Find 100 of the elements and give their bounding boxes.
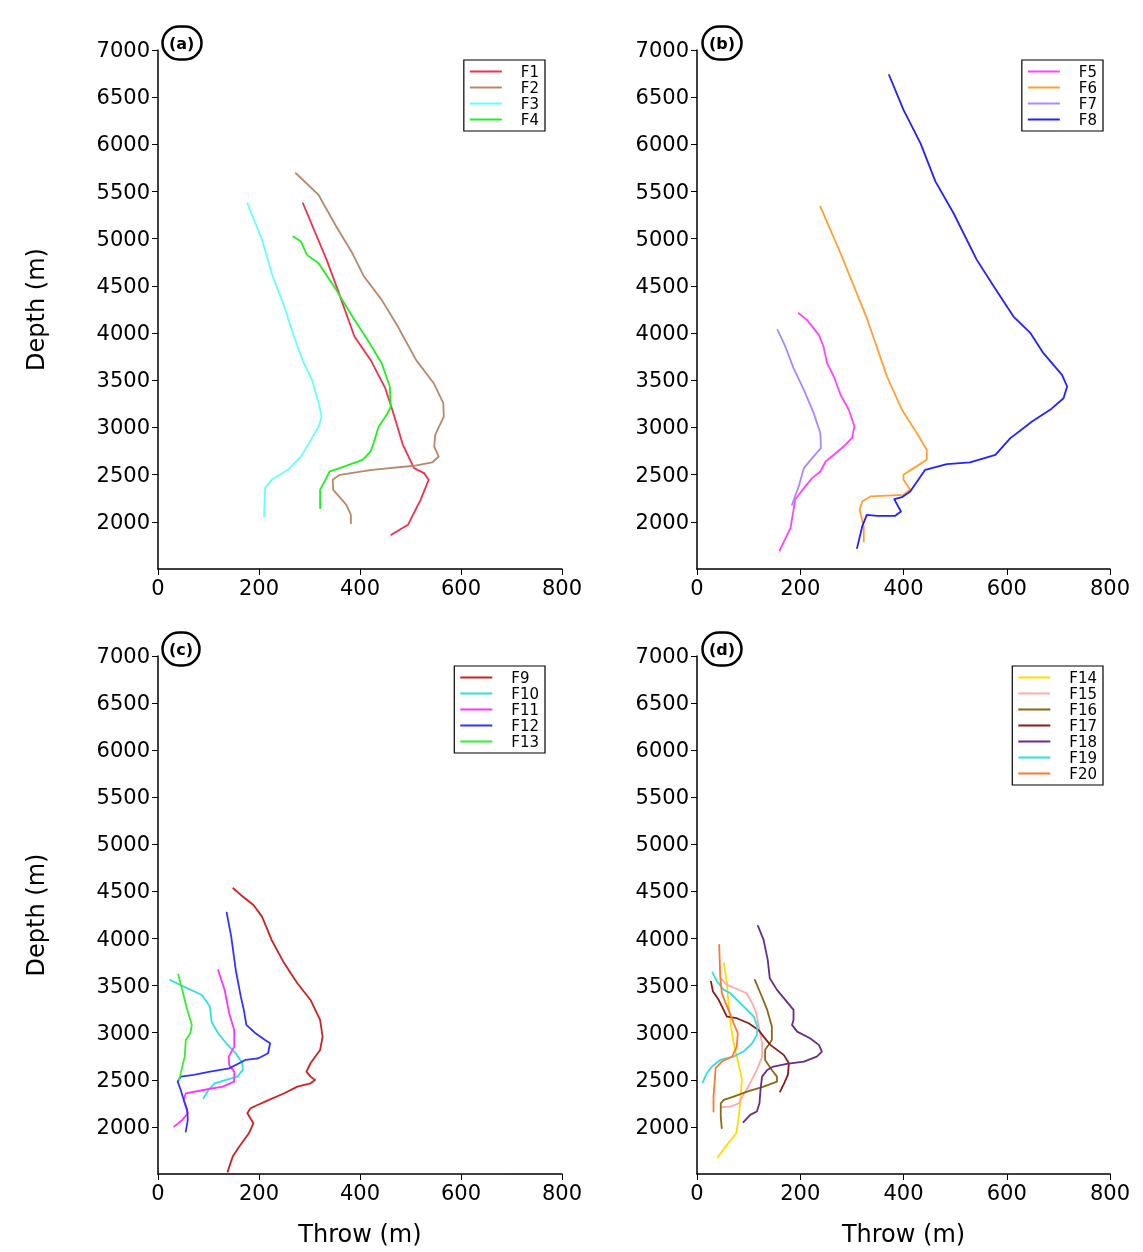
y-tick-label: 4000 — [96, 926, 150, 951]
chart-title: (d) — [709, 639, 736, 659]
y-tick-label: 6500 — [635, 85, 689, 110]
y-tick-label: 2000 — [635, 1114, 689, 1139]
x-axis-title: Throw (m) — [297, 1220, 422, 1248]
legend-label: F15 — [1069, 684, 1097, 703]
y-tick-label: 6500 — [635, 691, 689, 716]
line-series — [701, 971, 759, 1084]
y-tick-label: 5000 — [635, 226, 689, 251]
y-tick-label: 3500 — [96, 973, 150, 998]
y-tick-label: 6000 — [635, 738, 689, 763]
y-tick-label: 6500 — [96, 691, 150, 716]
y-tick-label: 2500 — [635, 462, 689, 487]
legend-label: F17 — [1069, 716, 1097, 735]
legend-label: F18 — [1069, 732, 1097, 751]
x-tick-label: 0 — [690, 575, 704, 600]
y-tick-label: 3500 — [96, 368, 150, 393]
y-tick-label: 4000 — [635, 926, 689, 951]
line-series — [294, 172, 445, 525]
x-tick-label: 200 — [780, 1180, 821, 1205]
y-tick-label: 2000 — [96, 1114, 150, 1139]
y-tick-label: 3500 — [635, 368, 689, 393]
x-tick-label: 400 — [883, 575, 924, 600]
line-series — [742, 925, 823, 1124]
x-tick-label: 800 — [541, 1180, 583, 1205]
legend-label: F1 — [520, 62, 539, 81]
y-tick-label: 2000 — [96, 509, 150, 534]
y-tick-label: 7000 — [635, 38, 689, 62]
y-tick-label: 4000 — [635, 321, 689, 346]
legend-label: F11 — [511, 700, 539, 719]
line-series — [173, 969, 236, 1128]
y-tick-label: 5500 — [635, 179, 689, 204]
legend-label: F6 — [1078, 78, 1097, 97]
y-tick-label: 4000 — [96, 321, 150, 346]
line-series — [246, 202, 323, 518]
legend-label: F14 — [1069, 668, 1097, 687]
x-tick-label: 200 — [238, 1180, 280, 1205]
line-series — [719, 977, 763, 1109]
legend-label: F5 — [1078, 62, 1097, 81]
x-tick-label: 400 — [339, 575, 381, 600]
legend-label: F8 — [1078, 110, 1097, 129]
y-tick-label: 7000 — [635, 644, 689, 668]
line-series — [292, 235, 392, 510]
x-tick-label: 600 — [440, 1180, 482, 1205]
chart-title: (b) — [709, 33, 736, 53]
y-tick-label: 2500 — [96, 462, 150, 487]
line-series — [226, 887, 324, 1173]
legend-label: F20 — [1069, 764, 1097, 783]
y-tick-label: 4500 — [635, 273, 689, 298]
legend-label: F9 — [511, 668, 530, 687]
x-tick-label: 400 — [883, 1180, 924, 1205]
y-tick-label: 6000 — [96, 132, 150, 157]
y-tick-label: 5000 — [635, 832, 689, 857]
y-tick-label: 6000 — [96, 738, 150, 763]
x-tick-label: 600 — [986, 1180, 1027, 1205]
legend-label: F2 — [520, 78, 539, 97]
y-tick-label: 7000 — [96, 38, 150, 62]
y-tick-label: 4500 — [96, 273, 150, 298]
y-tick-label: 5500 — [96, 785, 150, 810]
legend-label: F7 — [1078, 94, 1097, 113]
x-tick-label: 200 — [238, 575, 280, 600]
x-tick-label: 600 — [986, 575, 1027, 600]
y-tick-label: 3500 — [635, 973, 689, 998]
y-tick-label: 3000 — [96, 1020, 150, 1045]
y-tick-label: 6500 — [96, 85, 150, 110]
y-tick-label: 6000 — [635, 132, 689, 157]
x-tick-label: 0 — [151, 1180, 165, 1205]
x-tick-label: 200 — [780, 575, 821, 600]
legend-label: F16 — [1069, 700, 1097, 719]
line-series — [169, 979, 244, 1100]
y-tick-label: 2000 — [635, 509, 689, 534]
x-tick-label: 0 — [690, 1180, 704, 1205]
y-tick-label: 5500 — [635, 785, 689, 810]
y-tick-label: 2500 — [635, 1067, 689, 1092]
x-tick-label: 0 — [151, 575, 165, 600]
y-tick-label: 3000 — [635, 1020, 689, 1045]
line-series — [716, 962, 743, 1159]
line-series — [177, 973, 193, 1081]
legend-label: F3 — [520, 94, 539, 113]
line-series — [712, 944, 739, 1113]
line-series — [819, 205, 928, 543]
y-tick-label: 2500 — [96, 1067, 150, 1092]
x-tick-label: 600 — [440, 575, 482, 600]
line-series — [856, 74, 1069, 550]
y-tick-label: 5500 — [96, 179, 150, 204]
legend-label: F4 — [520, 110, 539, 129]
x-tick-label: 800 — [1089, 1180, 1131, 1205]
line-series — [776, 328, 822, 506]
x-tick-label: 800 — [541, 575, 583, 600]
y-axis-title: Depth (m) — [22, 853, 50, 977]
line-series — [302, 202, 430, 536]
legend-label: F19 — [1069, 748, 1097, 767]
y-tick-label: 3000 — [635, 415, 689, 440]
y-tick-label: 3000 — [96, 415, 150, 440]
y-tick-label: 5000 — [96, 832, 150, 857]
x-tick-label: 400 — [339, 1180, 381, 1205]
chart-title: (a) — [169, 33, 195, 53]
y-axis-title: Depth (m) — [22, 248, 50, 371]
line-series — [778, 312, 856, 552]
line-series — [710, 980, 790, 1093]
